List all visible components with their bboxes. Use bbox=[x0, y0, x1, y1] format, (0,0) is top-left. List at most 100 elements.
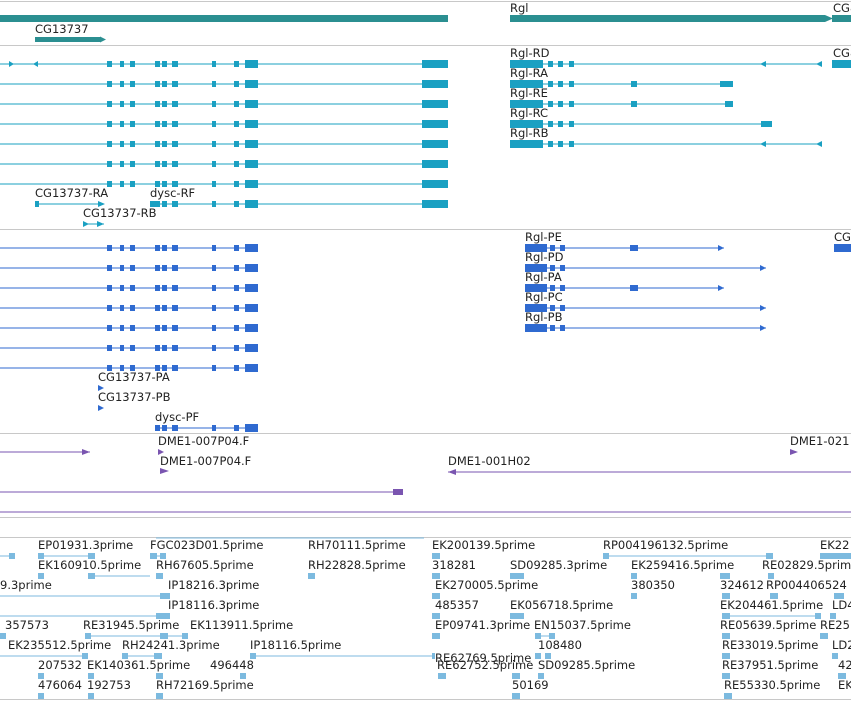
transcript-row[interactable] bbox=[83, 221, 104, 227]
transcript-row[interactable] bbox=[0, 140, 448, 148]
est-label[interactable]: RH24241.3prime bbox=[122, 638, 220, 652]
transcript-row[interactable] bbox=[0, 100, 448, 108]
transcript-row[interactable] bbox=[0, 264, 258, 272]
clone-row[interactable] bbox=[160, 468, 169, 474]
gene-bar[interactable] bbox=[832, 15, 851, 22]
est-label[interactable]: EK056718.5prime bbox=[510, 598, 614, 612]
transcript-label[interactable]: Rgl-PD bbox=[525, 250, 564, 264]
transcript-row[interactable] bbox=[0, 160, 448, 168]
transcript-row[interactable] bbox=[0, 120, 448, 128]
transcript-row[interactable] bbox=[0, 80, 448, 88]
est-label[interactable]: 357573 bbox=[5, 618, 49, 632]
transcript-row[interactable] bbox=[0, 324, 258, 332]
est-label[interactable]: IP18216.3prime bbox=[168, 578, 260, 592]
est-label[interactable]: RE02829.5prime bbox=[762, 558, 851, 572]
est-label[interactable]: 108480 bbox=[538, 638, 582, 652]
transcript-label[interactable]: Rgl-PC bbox=[525, 290, 563, 304]
est-label[interactable]: RH67605.5prime bbox=[156, 558, 254, 572]
gene-label[interactable]: Rgl bbox=[510, 1, 529, 15]
est-row[interactable] bbox=[0, 593, 844, 599]
est-label[interactable]: 318281 bbox=[432, 558, 476, 572]
est-label[interactable]: RH22828.5prime bbox=[308, 558, 406, 572]
gene-label[interactable]: CG8 bbox=[833, 1, 851, 15]
transcript-row[interactable] bbox=[0, 344, 258, 352]
est-label[interactable]: EK bbox=[838, 678, 851, 692]
est-row[interactable] bbox=[0, 633, 828, 639]
est-label[interactable]: RE62752.5prime bbox=[437, 658, 534, 672]
transcript-label[interactable]: dysc-PF bbox=[155, 410, 200, 424]
est-label[interactable]: EK270005.5prime bbox=[435, 578, 539, 592]
est-label[interactable]: EP09741.3prime bbox=[435, 618, 531, 632]
est-label[interactable]: EP01931.3prime bbox=[38, 538, 134, 552]
transcript-row[interactable] bbox=[525, 284, 724, 292]
est-row[interactable] bbox=[38, 693, 732, 699]
gene-bar[interactable] bbox=[0, 15, 448, 22]
clone-row[interactable] bbox=[790, 449, 798, 455]
transcript-label[interactable]: Rgl-RC bbox=[510, 106, 549, 120]
est-label[interactable]: EK160910.5prime bbox=[38, 558, 142, 572]
est-label[interactable]: 192753 bbox=[87, 678, 131, 692]
est-label[interactable]: RE33019.5prime bbox=[722, 638, 819, 652]
est-row[interactable] bbox=[0, 653, 838, 659]
gene-bar[interactable] bbox=[510, 15, 825, 22]
transcript-row[interactable] bbox=[510, 140, 822, 148]
transcript-label[interactable]: CG13737-RB bbox=[83, 206, 157, 220]
est-label[interactable]: RE37951.5prime bbox=[722, 658, 819, 672]
gene-bar[interactable] bbox=[35, 37, 100, 42]
est-label[interactable]: 496448 bbox=[210, 658, 254, 672]
transcript-row[interactable] bbox=[0, 364, 258, 372]
est-label[interactable]: RP004196132.5prime bbox=[603, 538, 729, 552]
transcript-label[interactable]: dysc-RF bbox=[150, 186, 196, 200]
transcript-row[interactable] bbox=[510, 100, 733, 108]
est-label[interactable]: RE25 bbox=[820, 618, 850, 632]
transcript-row[interactable] bbox=[0, 60, 448, 68]
est-label[interactable]: LD4 bbox=[832, 598, 851, 612]
transcript-row[interactable] bbox=[98, 405, 104, 411]
transcript-row[interactable] bbox=[525, 304, 766, 312]
est-label[interactable]: 42 bbox=[838, 658, 851, 672]
transcript-label[interactable]: Rgl-RB bbox=[510, 126, 549, 140]
clone-label[interactable]: DME1-001H02 bbox=[448, 454, 531, 468]
transcript-row[interactable] bbox=[0, 180, 448, 188]
est-label[interactable]: 324612 bbox=[720, 578, 764, 592]
clone-row[interactable] bbox=[0, 489, 403, 495]
transcript-row[interactable] bbox=[510, 120, 772, 128]
transcript-label[interactable]: CG8 bbox=[833, 46, 851, 60]
est-label[interactable]: EK140361.5prime bbox=[87, 658, 191, 672]
clone-label[interactable]: DME1-007P04.F bbox=[158, 434, 250, 448]
transcript-label[interactable]: Rgl-PE bbox=[525, 230, 562, 244]
transcript-label[interactable]: CG13737-PA bbox=[98, 370, 170, 384]
est-label[interactable]: 380350 bbox=[631, 578, 675, 592]
est-label[interactable]: EK200139.5prime bbox=[432, 538, 536, 552]
est-label[interactable]: RP004406524 bbox=[766, 578, 847, 592]
est-row[interactable] bbox=[38, 573, 774, 579]
est-label[interactable]: IP18116.5prime bbox=[250, 638, 342, 652]
est-label[interactable]: 207532 bbox=[38, 658, 82, 672]
gene-label[interactable]: CG13737 bbox=[35, 22, 89, 36]
est-label[interactable]: 9.3prime bbox=[0, 578, 52, 592]
transcript-row[interactable] bbox=[510, 60, 851, 68]
transcript-row[interactable] bbox=[98, 385, 104, 391]
est-label[interactable]: SD09285.3prime bbox=[510, 558, 608, 572]
est-row[interactable] bbox=[38, 673, 846, 679]
clone-label[interactable]: DME1-007P04.F bbox=[160, 454, 252, 468]
transcript-label[interactable]: CG bbox=[834, 230, 851, 244]
est-label[interactable]: RE62769.5prime bbox=[435, 651, 532, 665]
est-label[interactable]: RH72169.5prime bbox=[156, 678, 254, 692]
transcript-row[interactable] bbox=[525, 264, 766, 272]
transcript-label[interactable]: Rgl-RE bbox=[510, 86, 548, 100]
transcript-label[interactable]: Rgl-RA bbox=[510, 66, 549, 80]
clone-row[interactable] bbox=[0, 449, 90, 455]
transcript-label[interactable]: CG13737-RA bbox=[35, 186, 109, 200]
est-label[interactable]: EK204461.5prime bbox=[720, 598, 824, 612]
est-label[interactable]: SD09285.5prime bbox=[538, 658, 636, 672]
est-label[interactable]: EK113911.5prime bbox=[190, 618, 294, 632]
est-label[interactable]: IP18116.3prime bbox=[168, 598, 260, 612]
transcript-row[interactable] bbox=[510, 80, 733, 88]
transcript-row[interactable] bbox=[35, 200, 448, 208]
transcript-label[interactable]: Rgl-RD bbox=[510, 46, 550, 60]
transcript-label[interactable]: Rgl-PB bbox=[525, 310, 563, 324]
est-label[interactable]: LD2 bbox=[832, 638, 851, 652]
clone-row[interactable] bbox=[448, 469, 851, 475]
est-label[interactable]: 485357 bbox=[435, 598, 479, 612]
